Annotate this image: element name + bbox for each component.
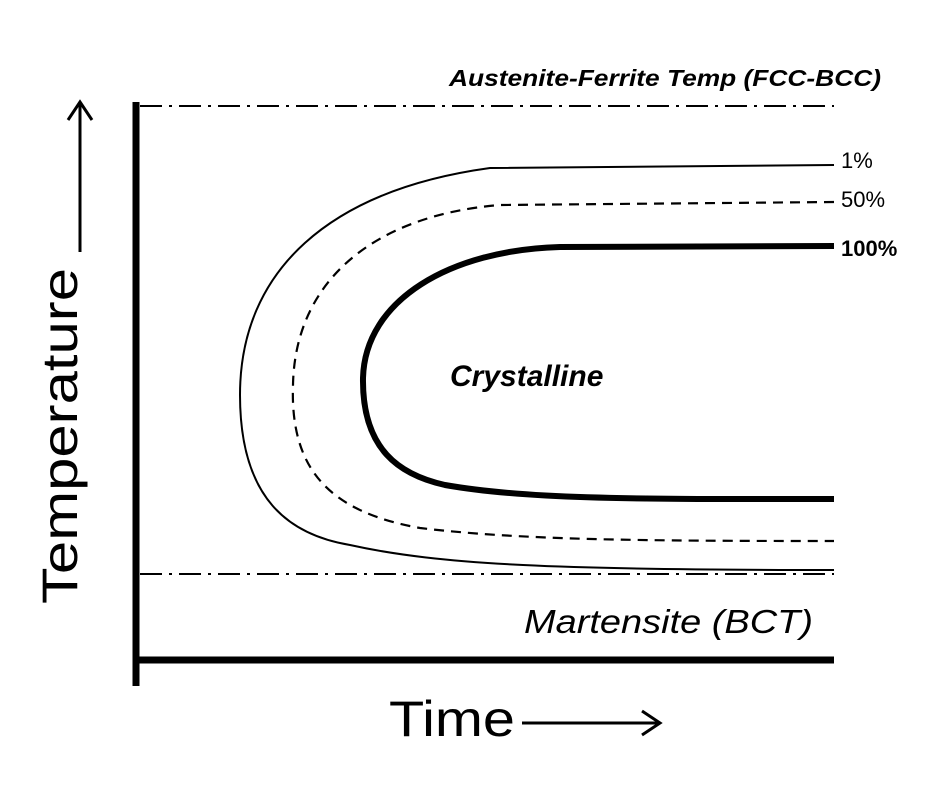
x-axis-arrow-head — [641, 709, 663, 737]
curve-100-percent — [359, 243, 835, 503]
curve-1-percent — [238, 164, 835, 571]
curve-50-percent — [291, 200, 835, 543]
martensite-label: Martensite (BCT) — [524, 603, 813, 640]
x-axis-label: Time — [389, 691, 515, 747]
crystalline-label: Crystalline — [450, 360, 603, 393]
y-axis-arrow-head — [66, 99, 94, 121]
curve-label-100: 100% — [841, 236, 897, 261]
y-axis-label: Temperature — [32, 268, 88, 604]
curve-label-50: 50% — [841, 187, 885, 212]
austenite-ferrite-label: Austenite-Ferrite Temp (FCC-BCC) — [448, 65, 881, 91]
curve-label-1: 1% — [841, 148, 873, 173]
